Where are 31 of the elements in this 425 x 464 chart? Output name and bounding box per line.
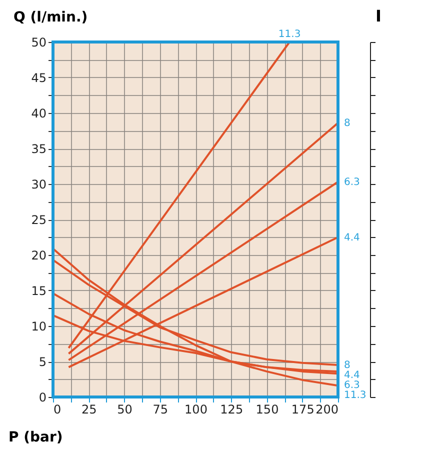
y-tick-label: 50	[31, 36, 46, 50]
y2-axis-title: I	[376, 6, 382, 26]
series-label: 8	[344, 118, 350, 129]
y-tick-label: 15	[31, 284, 46, 298]
y-tick-label: 35	[31, 142, 46, 156]
y-tick-label: 5	[38, 355, 46, 369]
y-tick-label: 25	[31, 213, 46, 227]
y-tick-label: 30	[31, 178, 46, 192]
x-tick-label: 175	[291, 402, 314, 416]
series-label: 6.3	[344, 176, 360, 188]
x-tick-label: 75	[152, 402, 168, 416]
x-tick-label: 200	[316, 402, 338, 416]
series-label: 8	[344, 360, 350, 372]
y-tick-label: 20	[31, 248, 46, 262]
y-axis-title: Q (l/min.)	[14, 10, 88, 26]
x-tick-label: 25	[81, 402, 97, 416]
series-label: 11.3	[344, 390, 366, 402]
x-axis-title: P (bar)	[8, 430, 63, 446]
series-label: 11.3	[278, 29, 301, 40]
x-tick-label: 150	[256, 402, 279, 416]
x-tick-label: 100	[184, 402, 208, 416]
series-label: 6.3	[344, 380, 360, 392]
x-tick-label: 50	[117, 402, 132, 416]
series-label: 4.4	[344, 232, 360, 244]
y-tick-label: 45	[31, 71, 46, 85]
y-tick-label: 10	[31, 320, 46, 334]
x-tick-label: 0	[54, 402, 62, 416]
series-label: 4.4	[344, 370, 360, 382]
y-tick-label: 0	[38, 390, 46, 404]
y-tick-label: 40	[31, 106, 46, 120]
x-tick-label: 125	[220, 402, 244, 416]
